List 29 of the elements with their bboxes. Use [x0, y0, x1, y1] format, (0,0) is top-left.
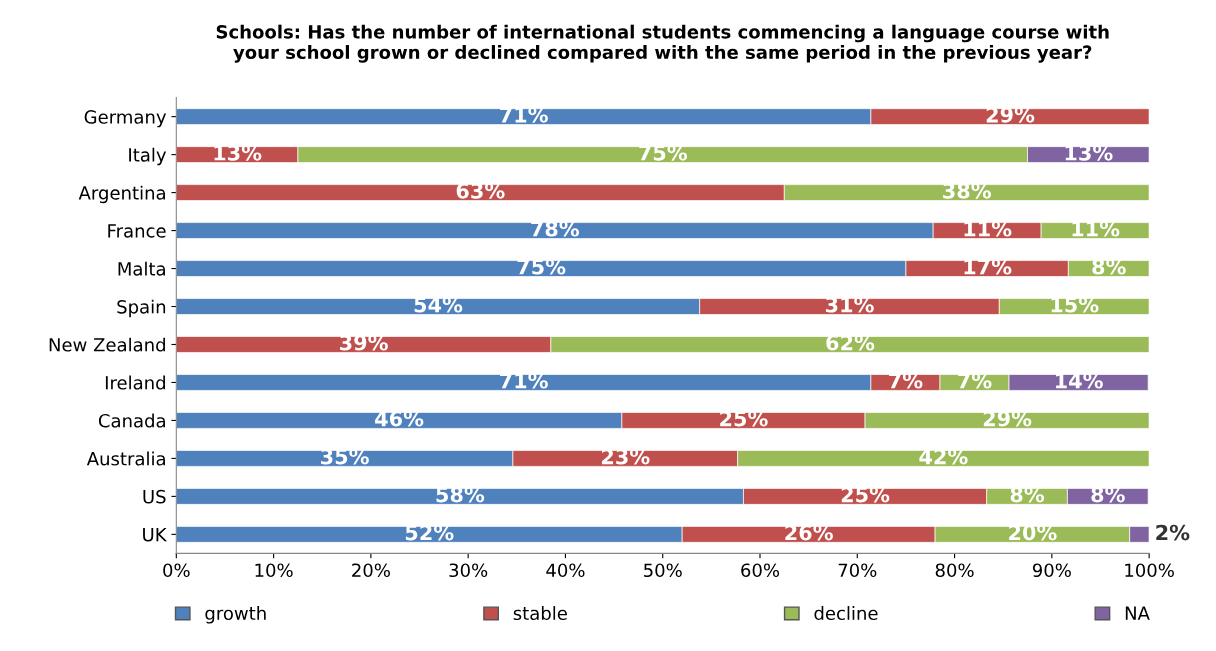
- chart-title: Schools: Has the number of international students commencing a language course with your school grown or declined compared with the same period in the previous year?: [216, 24, 1109, 63]
- y-tick-label: Canada: [98, 413, 165, 428]
- y-tick-label: Ireland: [105, 375, 165, 390]
- data-label: 2%: [1156, 524, 1190, 541]
- y-tick-label: Italy: [129, 147, 167, 166]
- legend-label: stable: [513, 606, 567, 621]
- x-tick-label: 80%: [935, 563, 974, 578]
- y-tick-label: Germany: [84, 110, 167, 128]
- x-tick-label: 70%: [838, 563, 877, 578]
- x-tick-label: 90%: [1032, 563, 1071, 578]
- legend-label: NA: [1125, 606, 1150, 620]
- legend-label: decline: [814, 606, 878, 621]
- x-tick-label: 0%: [163, 563, 190, 578]
- x-tick-label: 10%: [255, 563, 293, 578]
- y-tick-label: Malta: [118, 261, 165, 276]
- x-tick-label: 100%: [1125, 563, 1174, 578]
- y-tick-label: Spain: [117, 299, 166, 318]
- y-tick-label: US: [143, 489, 166, 504]
- y-tick-label: France: [108, 224, 166, 238]
- x-tick-label: 40%: [546, 563, 585, 578]
- x-tick-label: 20%: [352, 563, 390, 578]
- x-tick-label: 60%: [741, 563, 780, 578]
- legend-label: growth: [205, 606, 266, 624]
- x-tick-label: 30%: [449, 563, 488, 578]
- y-tick-label: Australia: [86, 451, 165, 466]
- y-tick-label: New Zealand: [49, 337, 165, 352]
- y-tick-label: UK: [143, 528, 167, 542]
- y-tick-label: Argentina: [78, 185, 165, 204]
- x-tick-label: 50%: [644, 563, 682, 578]
